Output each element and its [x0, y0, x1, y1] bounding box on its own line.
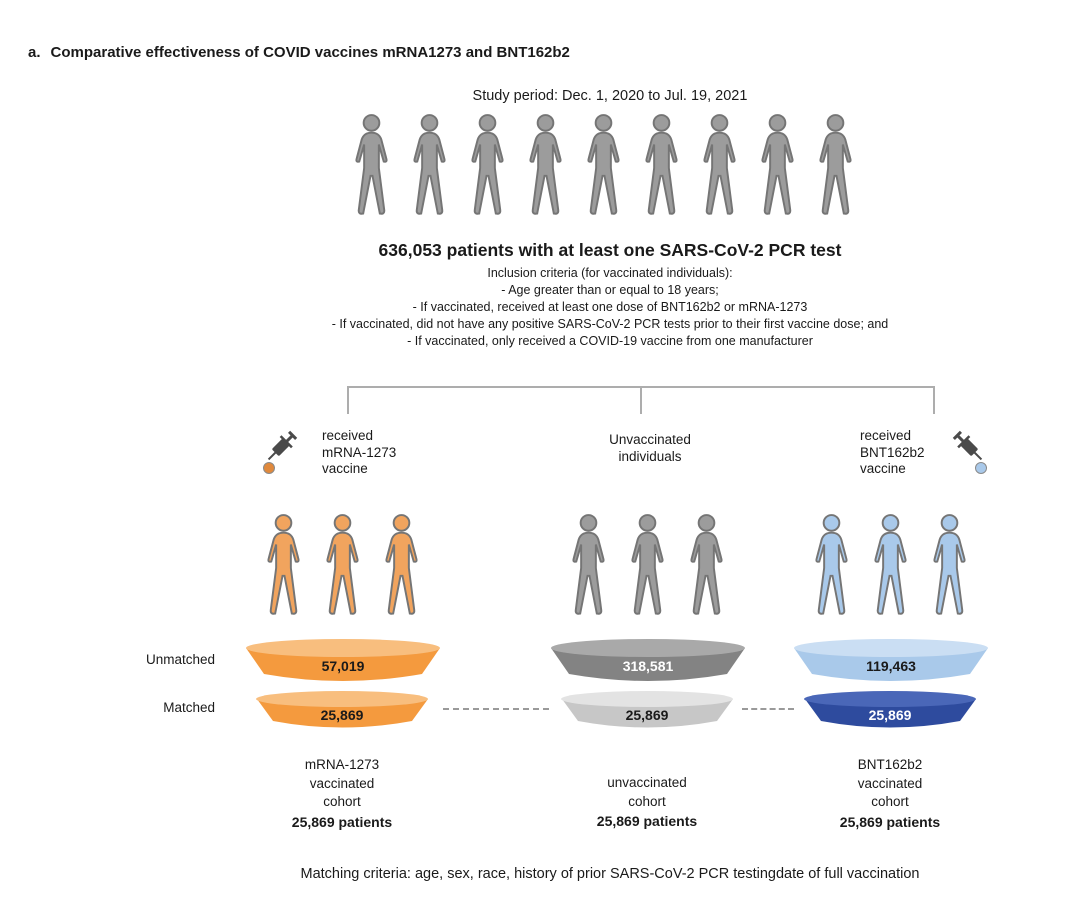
cohort-name-line: mRNA-1273	[304, 757, 380, 772]
split-bracket-middle-tick	[640, 388, 642, 414]
matching-criteria: Matching criteria: age, sex, race, histo…	[300, 866, 920, 882]
funnel-body	[551, 648, 745, 681]
person-icon	[521, 112, 570, 222]
person-icon	[807, 512, 856, 622]
split-bracket	[347, 386, 935, 414]
person-icon	[259, 512, 308, 622]
funnel-count: 25,869	[869, 707, 912, 723]
funnel-count: 57,019	[322, 658, 365, 674]
cohort-people-mrna1273	[259, 512, 426, 622]
funnel-rim	[561, 691, 733, 707]
funnel-count: 25,869	[626, 707, 669, 723]
funnel-unmatched-bnt162b2: 119,463	[794, 639, 988, 681]
criteria-item: - If vaccinated, did not have any positi…	[331, 317, 889, 331]
dashed-connector	[742, 708, 794, 710]
study-period: Study period: Dec. 1, 2020 to Jul. 19, 2…	[472, 88, 748, 104]
header-line: mRNA-1273	[322, 444, 397, 460]
funnel-unmatched-mrna1273: 57,019	[246, 639, 440, 681]
header-line: received	[860, 428, 912, 443]
funnel-rim	[246, 639, 440, 657]
person-icon	[637, 112, 686, 222]
person-icon	[347, 112, 396, 222]
funnel-matched-unvaccinated: 25,869	[561, 691, 733, 728]
cohort-name-line: cohort	[323, 794, 361, 809]
funnel-unmatched-unvaccinated: 318,581	[551, 639, 745, 681]
funnel-rim	[551, 639, 745, 657]
criteria-item: - If vaccinated, received at least one d…	[412, 300, 808, 314]
cohort-summary-unvaccinated: unvaccinated cohort 25,869 patients	[547, 774, 747, 831]
cohort-name-line: BNT162b2	[857, 757, 923, 772]
person-icon	[682, 512, 731, 622]
cohort-people-unvaccinated	[564, 512, 731, 622]
person-icon	[405, 112, 454, 222]
person-icon	[579, 112, 628, 222]
dashed-connector	[443, 708, 549, 710]
panel-label: a.	[28, 44, 41, 61]
patients-row	[347, 112, 860, 222]
panel-title: a. Comparative effectiveness of COVID vac…	[28, 44, 570, 61]
criteria-intro: Inclusion criteria (for vaccinated indiv…	[487, 266, 733, 280]
header-line: vaccine	[322, 461, 368, 476]
header-line: received	[322, 428, 374, 443]
header-line: individuals	[618, 448, 682, 464]
column-header-bnt162b2: received BNT162b2 vaccine	[860, 428, 925, 478]
cohort-name-line: vaccinated	[309, 775, 375, 791]
column-header-mrna1273: received mRNA-1273 vaccine	[322, 428, 396, 478]
funnel-body	[246, 648, 440, 681]
syringe-icon	[952, 430, 987, 474]
cohort-summary-mrna1273: mRNA-1273 vaccinated cohort 25,869 patie…	[242, 756, 442, 831]
cohort-total: 25,869 patients	[291, 813, 393, 830]
header-line: vaccine	[860, 461, 906, 476]
person-icon	[623, 512, 672, 622]
funnel-body	[562, 699, 733, 728]
figure-title: Comparative effectiveness of COVID vacci…	[50, 44, 570, 61]
criteria-item: - If vaccinated, only received a COVID-1…	[407, 334, 813, 348]
unmatched-label: Unmatched	[145, 652, 215, 667]
matched-label: Matched	[163, 700, 215, 715]
vaccine-dot	[975, 462, 987, 474]
cohort-total: 25,869 patients	[596, 813, 698, 829]
cohort-name-line: cohort	[871, 794, 909, 809]
funnel-rim	[804, 691, 976, 707]
cohort-people-bnt162b2	[807, 512, 974, 622]
person-icon	[564, 512, 613, 622]
funnel-count: 25,869	[321, 707, 364, 723]
person-icon	[318, 512, 367, 622]
funnel-matched-bnt162b2: 25,869	[804, 691, 976, 728]
person-icon	[811, 112, 860, 222]
person-icon	[463, 112, 512, 222]
cohort-summary-bnt162b2: BNT162b2 vaccinated cohort 25,869 patien…	[790, 756, 990, 831]
cohort-name-line: cohort	[628, 793, 666, 809]
funnel-body	[794, 648, 988, 681]
syringe-icon	[263, 430, 298, 474]
inclusion-criteria: Inclusion criteria (for vaccinated indiv…	[140, 265, 1080, 350]
patients-headline: 636,053 patients with at least one SARS-…	[378, 240, 842, 260]
person-icon	[377, 512, 426, 622]
person-icon	[925, 512, 974, 622]
header-line: Unvaccinated	[609, 432, 691, 447]
cohort-total: 25,869 patients	[839, 813, 941, 830]
funnel-count: 318,581	[623, 658, 674, 674]
criteria-item: - Age greater than or equal to 18 years;	[501, 283, 719, 297]
funnel-body	[805, 699, 976, 728]
person-icon	[695, 112, 744, 222]
funnel-rim	[794, 639, 988, 657]
funnel-rim	[256, 691, 428, 707]
person-icon	[753, 112, 802, 222]
vaccine-dot	[263, 462, 275, 474]
funnel-matched-mrna1273: 25,869	[256, 691, 428, 728]
header-line: BNT162b2	[860, 444, 925, 460]
funnel-count: 119,463	[866, 658, 916, 674]
cohort-name-line: vaccinated	[857, 775, 923, 791]
funnel-body	[257, 699, 428, 728]
column-header-unvaccinated: Unvaccinated individuals	[565, 432, 735, 465]
person-icon	[866, 512, 915, 622]
cohort-name-line: unvaccinated	[607, 775, 687, 790]
